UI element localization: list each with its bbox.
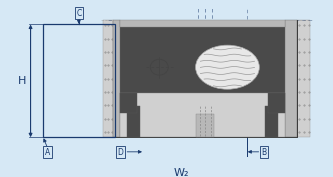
Text: A: A [45, 148, 50, 157]
Bar [113, 20, 297, 137]
Bar [120, 93, 284, 137]
Text: D: D [117, 148, 123, 157]
Bar [43, 24, 115, 137]
Text: W₂: W₂ [173, 169, 189, 177]
Bar [103, 20, 113, 137]
Text: C: C [76, 8, 82, 18]
Bar [268, 93, 284, 113]
Text: H: H [17, 76, 26, 86]
Bar [120, 93, 137, 113]
Bar [127, 106, 140, 137]
Bar [113, 20, 120, 137]
Bar [284, 20, 297, 137]
Bar [120, 20, 284, 27]
Ellipse shape [195, 45, 259, 89]
Bar [196, 114, 214, 137]
Bar [265, 106, 277, 137]
Text: B: B [261, 148, 266, 157]
Bar [297, 20, 310, 137]
